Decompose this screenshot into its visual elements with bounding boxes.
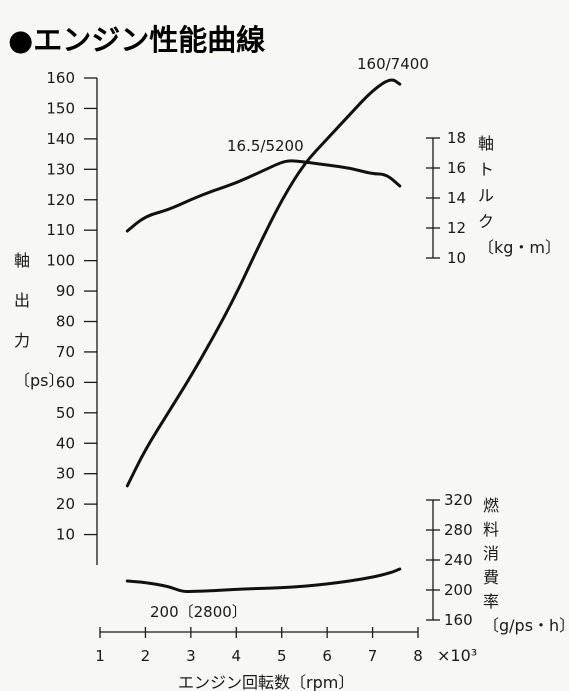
x-tick-label: 2	[141, 647, 151, 665]
left-tick-label: 30	[56, 465, 75, 483]
fuel-tick-label: 320	[444, 491, 473, 509]
torque-tick-label: 12	[447, 219, 466, 237]
x-tick-label: 8	[413, 647, 423, 665]
power-curve	[125, 78, 402, 488]
fuel-axis-label-char: 率	[483, 592, 499, 611]
left-tick-label: 10	[56, 526, 75, 544]
torque-axis-label-char: ク	[478, 212, 494, 231]
fuel-axis-label-char: 料	[483, 520, 499, 539]
x-tick-label: 5	[277, 647, 287, 665]
fuel-tick-label: 240	[444, 551, 473, 569]
fuel-curve	[125, 567, 402, 593]
x-tick-label: 1	[95, 647, 105, 665]
torque-axis-label-char: ル	[478, 186, 494, 205]
left-tick-label: 40	[56, 434, 75, 452]
torque-axis-label-char: ト	[478, 160, 494, 179]
torque-curve	[125, 159, 402, 233]
series-lines	[125, 78, 402, 593]
x-tick-label: 3	[186, 647, 196, 665]
fuel-axis-label-char: 消	[483, 544, 499, 563]
fuel-axis-label-char: 燃	[483, 496, 499, 515]
left-tick-label: 70	[56, 343, 75, 361]
fuel-axis-label-char: 費	[483, 568, 499, 587]
power-peak-annotation: 160/7400	[357, 55, 429, 73]
left-tick-label: 150	[46, 99, 75, 117]
torque-axis-label-char: 〔kg・m〕	[478, 238, 561, 257]
torque-tick-label: 16	[447, 159, 466, 177]
fuel-tick-label: 200	[444, 581, 473, 599]
torque-peak-annotation: 16.5/5200	[227, 137, 304, 155]
x-multiplier-label: ×10³	[437, 646, 477, 665]
chart-title: ●エンジン性能曲線	[8, 23, 265, 57]
left-axis-label: 軸出力〔ps〕	[14, 251, 65, 390]
torque-y-ticks: 10 12 14 16 18	[426, 129, 466, 267]
left-axis-label-char: 〔ps〕	[14, 371, 65, 390]
left-axis-label-char: 軸	[14, 251, 30, 270]
x-tick-label: 4	[232, 647, 242, 665]
left-tick-label: 80	[56, 313, 75, 331]
torque-tick-label: 10	[447, 249, 466, 267]
left-tick-label: 60	[56, 373, 75, 391]
left-tick-label: 160	[46, 69, 75, 87]
x-tick-label: 7	[368, 647, 378, 665]
fuel-min-annotation: 200〔2800〕	[150, 603, 247, 621]
left-y-ticks: 10 20 30 40 50 60 70 80 90 100 110 120 130 140 150 160	[46, 69, 97, 544]
torque-tick-label: 14	[447, 189, 466, 207]
x-ticks: 1 2 3 4 5 6 7 8	[95, 627, 423, 665]
left-tick-label: 140	[46, 130, 75, 148]
torque-axis-label-char: 軸	[478, 134, 494, 153]
torque-tick-label: 18	[447, 129, 466, 147]
left-tick-label: 100	[46, 252, 75, 270]
left-tick-label: 110	[46, 221, 75, 239]
x-axis-label: エンジン回転数〔rpm〕	[178, 673, 354, 691]
left-tick-label: 90	[56, 282, 75, 300]
left-axis-label-char: 出	[14, 291, 30, 310]
fuel-tick-label: 160	[444, 611, 473, 629]
x-tick-label: 6	[322, 647, 332, 665]
left-tick-label: 20	[56, 495, 75, 513]
left-tick-label: 120	[46, 191, 75, 209]
fuel-tick-label: 280	[444, 521, 473, 539]
fuel-y-ticks: 160 200 240 280 320	[426, 491, 473, 629]
fuel-axis-label-char: 〔g/ps・h〕	[483, 616, 569, 635]
left-tick-label: 130	[46, 160, 75, 178]
left-tick-label: 50	[56, 404, 75, 422]
left-axis-label-char: 力	[14, 331, 30, 350]
